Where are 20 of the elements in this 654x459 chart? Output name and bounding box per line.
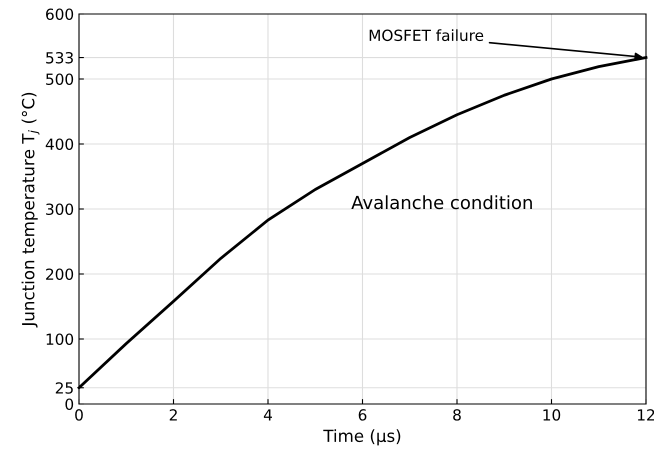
y-tick-label: 533 <box>46 52 73 64</box>
x-tick-label: 10 <box>543 409 560 421</box>
x-tick-label: 0 <box>75 409 83 421</box>
y-tick-label: 600 <box>46 8 74 20</box>
y-axis-title: Junction temperature T$_{j}$ (°C) <box>22 92 40 328</box>
y-tick-label: 400 <box>46 138 74 150</box>
y-tick-label: 500 <box>46 73 74 86</box>
y-tick-label: 25 <box>56 382 73 394</box>
y-tick-label: 100 <box>46 333 74 346</box>
x-tick-label: 6 <box>358 409 366 421</box>
x-tick-label: 2 <box>170 409 177 420</box>
y-tick-label: 0 <box>65 398 74 410</box>
y-tick-label: 200 <box>46 268 74 280</box>
annotation: Avalanche condition <box>351 195 532 210</box>
x-tick-label: 8 <box>453 409 461 421</box>
annotation: MOSFET failure <box>370 29 484 42</box>
y-tick-label: 300 <box>46 203 74 216</box>
x-tick-label: 4 <box>264 409 272 420</box>
x-tick-label: 12 <box>638 409 654 420</box>
x-axis-title: Time (μs) <box>323 429 400 446</box>
